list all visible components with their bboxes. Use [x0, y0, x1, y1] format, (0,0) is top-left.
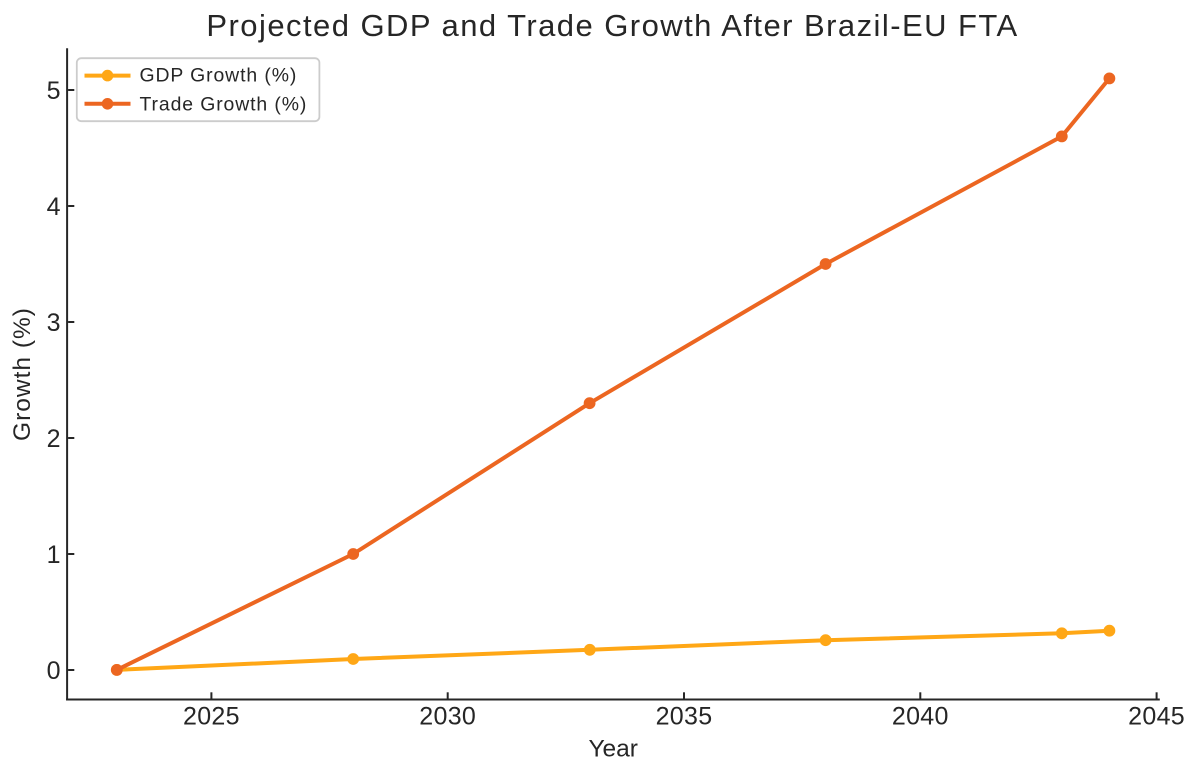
svg-text:5: 5 — [47, 77, 61, 105]
svg-text:2030: 2030 — [419, 703, 476, 731]
svg-text:GDP Growth (%): GDP Growth (%) — [140, 65, 298, 87]
svg-text:2045: 2045 — [1128, 703, 1185, 731]
svg-text:0: 0 — [47, 657, 61, 685]
svg-text:4: 4 — [47, 193, 61, 221]
svg-text:Trade Growth (%): Trade Growth (%) — [140, 94, 308, 116]
svg-text:2035: 2035 — [656, 703, 713, 731]
svg-text:Growth (%): Growth (%) — [9, 307, 36, 441]
svg-text:2: 2 — [47, 425, 61, 453]
svg-text:3: 3 — [47, 309, 61, 337]
svg-text:2025: 2025 — [183, 703, 240, 731]
svg-text:Projected GDP and Trade Growth: Projected GDP and Trade Growth After Bra… — [206, 8, 1018, 43]
svg-text:Year: Year — [588, 735, 638, 762]
svg-text:1: 1 — [47, 541, 61, 569]
svg-text:2040: 2040 — [892, 703, 949, 731]
